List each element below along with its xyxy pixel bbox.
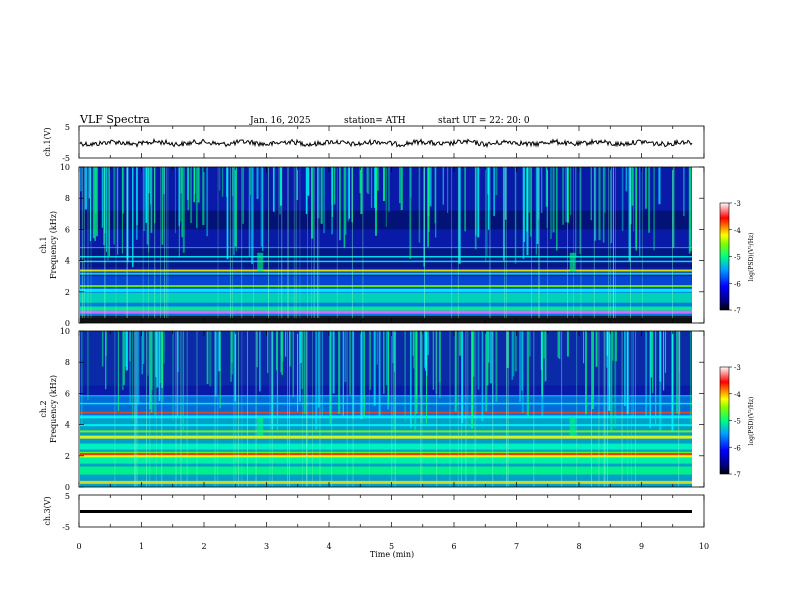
start-ut-label: start UT = 22: 20: 0 <box>438 116 530 126</box>
time-tick-label: 1 <box>139 542 144 551</box>
date-label: Jan. 16, 2025 <box>249 116 311 126</box>
ch3-waveform-panel: 0 1 2 3 4 5 6 7 8 9 10 5 -5 ch.3(V) Time (min) <box>43 492 709 559</box>
ch1-colorbar-label: log(PSD)(V²/Hz) <box>748 233 755 282</box>
ch2-colorbar: -3 -4 -5 -6 -7 log(PSD)(V²/Hz) <box>719 364 755 479</box>
freq-tick-label: 2 <box>65 288 70 297</box>
time-tick-label: 7 <box>514 542 519 551</box>
ch3-waveform-line <box>80 510 692 513</box>
ch1-spectrogram-panel: 0 2 4 6 8 10 ch.1 Frequency (kHz) <box>39 163 705 328</box>
ch2-freq-label-axis: Frequency (kHz) <box>49 375 58 443</box>
ch2-freq-label-channel: ch.2 <box>39 400 48 417</box>
figure-title: VLF Spectra <box>79 113 150 126</box>
time-tick-label: 9 <box>639 542 644 551</box>
time-tick-label: 0 <box>76 542 81 551</box>
colorbar-tick-label: -7 <box>734 471 741 479</box>
colorbar-tick-label: -5 <box>734 254 741 262</box>
ch2-colorbar-label: log(PSD)(V²/Hz) <box>748 397 755 446</box>
time-tick-label: 10 <box>699 542 709 551</box>
colorbar-tick-label: -6 <box>734 444 741 452</box>
ch2-spectrogram-image <box>80 331 692 487</box>
colorbar-tick-label: -3 <box>734 200 741 208</box>
ch1-freq-label-axis: Frequency (kHz) <box>49 211 58 279</box>
colorbar-tick-label: -4 <box>734 227 741 235</box>
ch3-ytick-neg5: -5 <box>62 523 70 532</box>
time-tick-label: 5 <box>389 542 394 551</box>
ch1-freq-label-channel: ch.1 <box>39 236 48 253</box>
colorbar-tick-label: -7 <box>734 307 741 315</box>
freq-tick-label: 8 <box>65 358 70 367</box>
colorbar-tick-label: -4 <box>734 391 741 399</box>
x-axis-label: Time (min) <box>370 550 414 559</box>
freq-tick-label: 6 <box>65 225 70 234</box>
ch1-waveform-panel: 5 -5 ch.1(V) <box>43 123 705 163</box>
ch1-ytick-5: 5 <box>65 123 70 132</box>
freq-tick-label: 4 <box>65 421 70 430</box>
freq-tick-label: 0 <box>65 319 70 328</box>
freq-tick-label: 6 <box>65 389 70 398</box>
freq-tick-label: 10 <box>60 327 70 336</box>
time-tick-label: 2 <box>201 542 206 551</box>
freq-tick-label: 8 <box>65 194 70 203</box>
time-tick-label: 8 <box>576 542 581 551</box>
ch1-volt-label: ch.1(V) <box>43 127 52 156</box>
freq-tick-label: 10 <box>60 163 70 172</box>
ch1-ytick-neg5: -5 <box>62 154 70 163</box>
colorbar-tick-label: -3 <box>734 364 741 372</box>
time-tick-label: 3 <box>264 542 269 551</box>
ch3-volt-label: ch.3(V) <box>43 496 52 525</box>
time-tick-label: 4 <box>326 542 331 551</box>
freq-tick-label: 4 <box>65 257 70 266</box>
station-label: station= ATH <box>344 116 406 126</box>
colorbar-tick-label: -5 <box>734 418 741 426</box>
ch2-spectrogram-panel: 0 2 4 6 8 10 ch.2 Frequency (kHz) <box>39 327 705 492</box>
ch1-waveform-line <box>79 137 693 149</box>
colorbar-tick-label: -6 <box>734 280 741 288</box>
ch1-spectrogram-image <box>80 167 692 323</box>
ch1-colorbar: -3 -4 -5 -6 -7 log(PSD)(V²/Hz) <box>719 200 755 315</box>
freq-tick-label: 2 <box>65 452 70 461</box>
ch3-ytick-5: 5 <box>65 492 70 501</box>
freq-tick-label: 0 <box>65 483 70 492</box>
time-tick-label: 6 <box>451 542 456 551</box>
